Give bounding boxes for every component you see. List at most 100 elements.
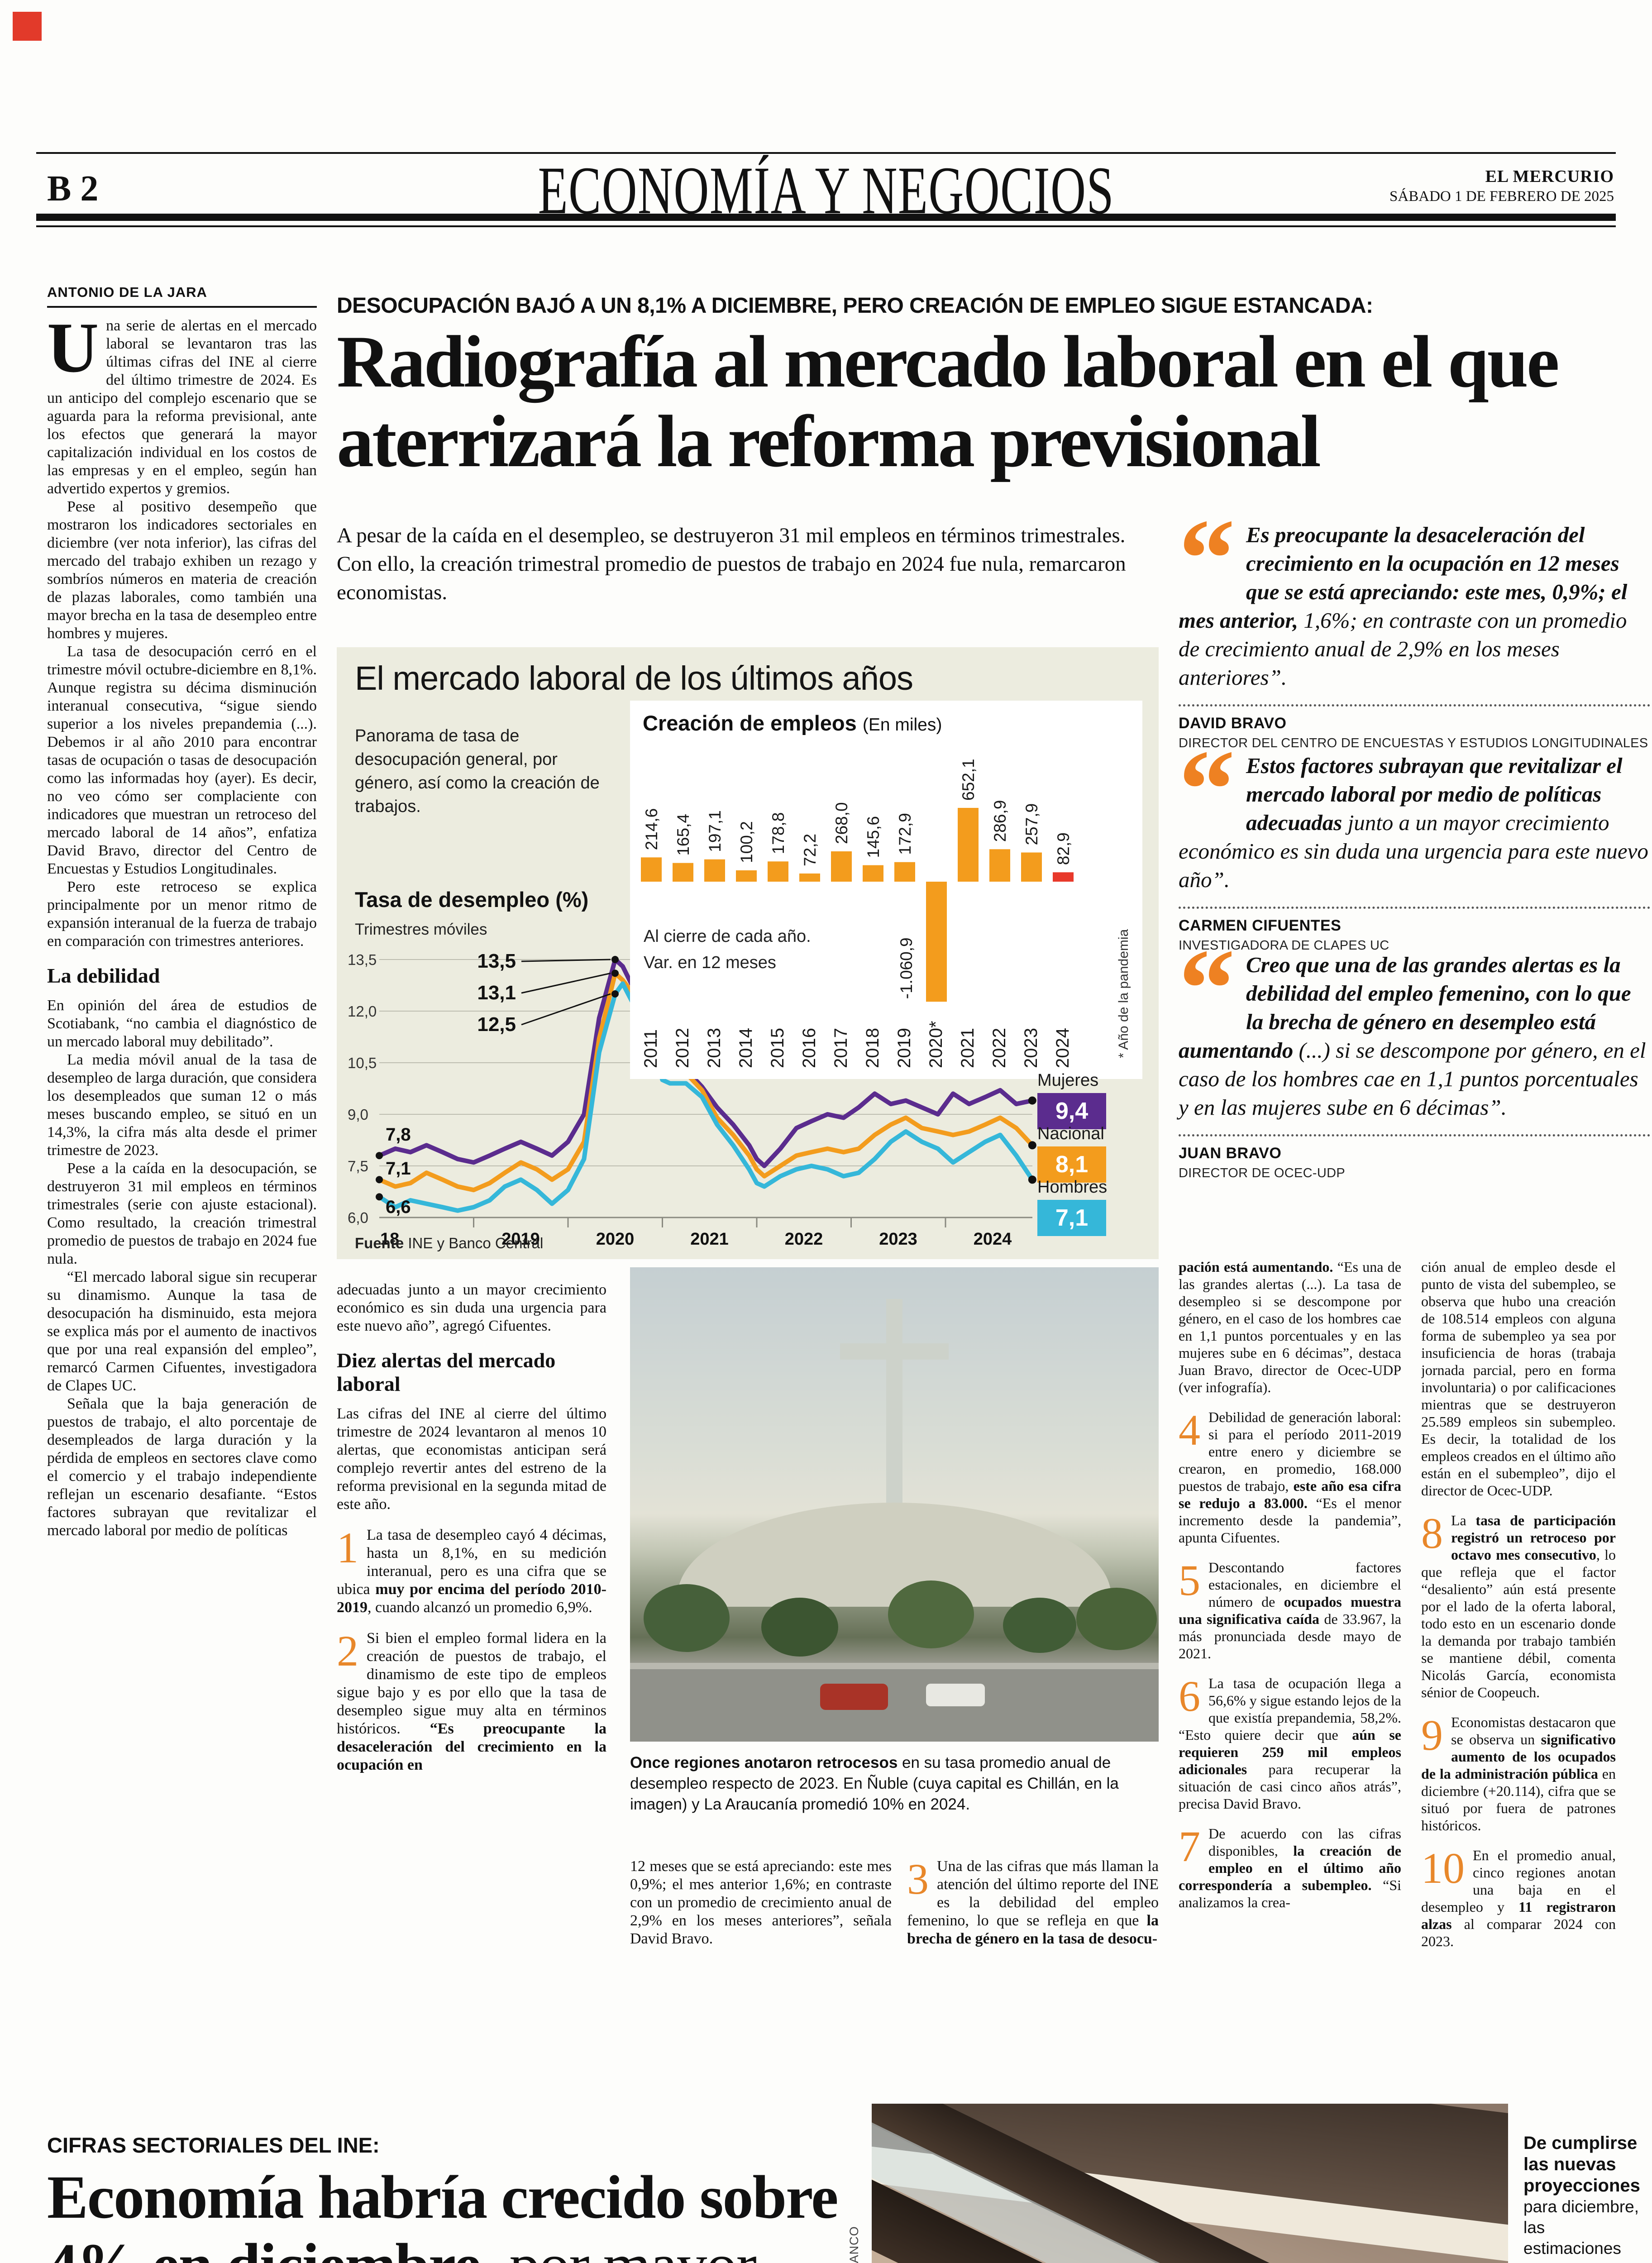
svg-text:6,0: 6,0 (348, 1209, 368, 1226)
svg-text:7,5: 7,5 (348, 1158, 368, 1174)
page-number: B 2 (47, 169, 99, 209)
paper-date: SÁBADO 1 DE FEBRERO DE 2025 (1389, 188, 1614, 205)
svg-text:2021: 2021 (958, 1028, 978, 1068)
trees (644, 1584, 730, 1652)
subhead-diez-alertas: Diez alertas del mercado laboral (337, 1349, 556, 1395)
church-building (678, 1503, 1111, 1607)
svg-text:2019: 2019 (894, 1028, 914, 1068)
svg-text:2020*: 2020* (926, 1021, 946, 1068)
svg-text:-1.060,9: -1.060,9 (897, 937, 916, 999)
headline-top-article: Radiografía al mercado laboral en el que… (337, 321, 1560, 482)
svg-text:2022: 2022 (989, 1028, 1009, 1068)
infographic-intro: Panorama de tasa de desocupación general… (355, 726, 600, 816)
paragraph: Señala que la baja generación de puestos… (47, 1395, 317, 1539)
paragraph: La tasa de desocupación cerró en el trim… (47, 643, 317, 877)
paragraph: 12 meses que se está apreciando: este me… (630, 1858, 892, 1947)
svg-text:145,6: 145,6 (864, 816, 883, 858)
alert-item-3: 3 Una de las cifras que más llaman la ate… (907, 1857, 1159, 1947)
quote-attribution: JUAN BRAVO DIRECTOR DE OCEC-UDP (1179, 1134, 1650, 1181)
section-masthead: ECONOMÍA Y NEGOCIOS (0, 157, 1652, 224)
svg-text:* Año de la pandemia: * Año de la pandemia (1116, 929, 1131, 1058)
svg-text:18: 18 (380, 1230, 399, 1249)
top-article-column-a: adecuadas junto a un mayor crecimiento e… (337, 1281, 606, 2101)
svg-text:257,9: 257,9 (1022, 803, 1041, 845)
svg-text:178,8: 178,8 (769, 812, 788, 855)
quote-text: Estos factores subrayan que revitalizar … (1179, 753, 1648, 892)
chart-source: Fuente INE y Banco Central (355, 1235, 544, 1251)
svg-text:2023: 2023 (1021, 1028, 1041, 1068)
svg-text:12,5: 12,5 (477, 1013, 516, 1036)
job-creation-panel: Creación de empleos (En miles) 214,6 2011… (630, 701, 1142, 1079)
paragraph: adecuadas junto a un mayor crecimiento e… (337, 1281, 606, 1334)
bar-chart-title: Creación de empleos (En miles) (643, 711, 942, 735)
labor-market-infographic: El mercado laboral de los últimos años P… (337, 647, 1159, 1259)
header-bar (36, 214, 1616, 221)
alert-item-9: 9 Economistas destacaron que se observa u… (1421, 1711, 1616, 1834)
pull-quote-carmen-cifuentes: “ Estos factores subrayan que revitaliza… (1179, 727, 1650, 953)
quote-icon: “ (1179, 727, 1235, 852)
photo-credit: RUBÉN GARCÍA BLANCO (847, 2109, 861, 2263)
pull-quote-david-bravo: “ Es preocupante la desaceleración del c… (1179, 502, 1650, 751)
quote-attribution: DAVID BRAVO DIRECTOR DEL CENTRO DE ENCUE… (1179, 704, 1650, 751)
svg-text:2016: 2016 (799, 1028, 819, 1068)
subhead-la-debilidad: La debilidad (47, 964, 160, 987)
alert-item-2: 2 Si bien el empleo formal lidera en la c… (337, 1627, 606, 1774)
alert-item-4: 4 Debilidad de generación laboral: si par… (1179, 1406, 1401, 1546)
kicker-top-article: DESOCUPACIÓN BAJÓ A UN 8,1% A DICIEMBRE,… (337, 294, 1373, 318)
job-creation-bar-chart: 214,6 2011 165,4 2012 197,1 2013 100,2 2014 178,… (641, 759, 1131, 1068)
quote-icon: “ (1179, 926, 1235, 1051)
bar-chart-note: Var. en 12 meses (644, 953, 776, 972)
svg-text:2023: 2023 (879, 1230, 917, 1249)
svg-text:2024: 2024 (1053, 1028, 1073, 1068)
section-title: ECONOMÍA Y NEGOCIOS (538, 153, 1114, 228)
drop-cap: U (47, 317, 99, 387)
quote-attribution: CARMEN CIFUENTES INVESTIGADORA DE CLAPES… (1179, 907, 1650, 953)
paper-name: EL MERCURIO (1485, 167, 1614, 186)
top-article-column-d: pación está aumentando. “Es una de las g… (1179, 1258, 1401, 2102)
svg-text:6,6: 6,6 (386, 1197, 411, 1217)
car (926, 1684, 985, 1706)
svg-text:13,5: 13,5 (348, 951, 377, 968)
corner-marker (13, 12, 42, 41)
pib-projection-sidebar: De cumplirse las nuevas proyecciones par… (1523, 2133, 1640, 2263)
pull-quote-juan-bravo: “ Creo que una de las grandes alertas es… (1179, 926, 1650, 1181)
paragraph: Pese a la caída en la desocupación, se d… (47, 1160, 317, 1267)
mall-escalator-photo: 3 (872, 2104, 1508, 2263)
car (820, 1684, 888, 1710)
quote-text: Creo que una de las grandes alertas es l… (1179, 952, 1646, 1120)
quote-name: CARMEN CIFUENTES (1179, 917, 1342, 934)
alert-item-10: 10 En el promedio anual, cinco regiones a… (1421, 1844, 1616, 1950)
top-article-column-e: ción anual de empleo desde el punto de v… (1421, 1258, 1616, 2102)
svg-text:2020: 2020 (596, 1230, 635, 1249)
svg-text:100,2: 100,2 (737, 821, 756, 863)
svg-text:9,0: 9,0 (348, 1106, 368, 1123)
cross-icon (886, 1299, 902, 1512)
svg-text:2013: 2013 (704, 1028, 724, 1068)
svg-text:72,2: 72,2 (801, 834, 819, 866)
quote-name: JUAN BRAVO (1179, 1145, 1282, 1162)
quote-role: DIRECTOR DEL CENTRO DE ENCUESTAS Y ESTUD… (1179, 736, 1648, 750)
paragraph: Pese al positivo desempeño que mostraron… (47, 498, 317, 642)
paragraph: La media móvil anual de la tasa de desem… (47, 1051, 317, 1159)
svg-text:13,5: 13,5 (477, 950, 516, 972)
series-end-value: 9,4 (1037, 1093, 1106, 1129)
series-end-value: 7,1 (1037, 1200, 1106, 1236)
infographic-title: El mercado laboral de los últimos años (355, 659, 913, 697)
series-label: Hombres (1037, 1178, 1108, 1197)
svg-text:82,9: 82,9 (1054, 832, 1073, 865)
svg-text:7,8: 7,8 (386, 1125, 411, 1145)
alert-item-8: 8 La tasa de participación registró un re… (1421, 1509, 1616, 1701)
svg-text:197,1: 197,1 (706, 810, 724, 852)
road (630, 1669, 1159, 1742)
kicker-bottom-article: CIFRAS SECTORIALES DEL INE: (47, 2133, 380, 2157)
top-article-column-b: 12 meses que se está apreciando: este me… (630, 1857, 892, 2102)
alert-item-7: 7 De acuerdo con las cifras disponibles, … (1179, 1822, 1401, 1911)
paragraph: Pero este retroceso se explica principal… (47, 878, 317, 950)
paragraph: “El mercado laboral sigue sin recuperar … (47, 1269, 317, 1394)
cross-icon (840, 1343, 949, 1360)
series-label: Nacional (1037, 1124, 1104, 1143)
svg-text:2014: 2014 (736, 1028, 756, 1068)
